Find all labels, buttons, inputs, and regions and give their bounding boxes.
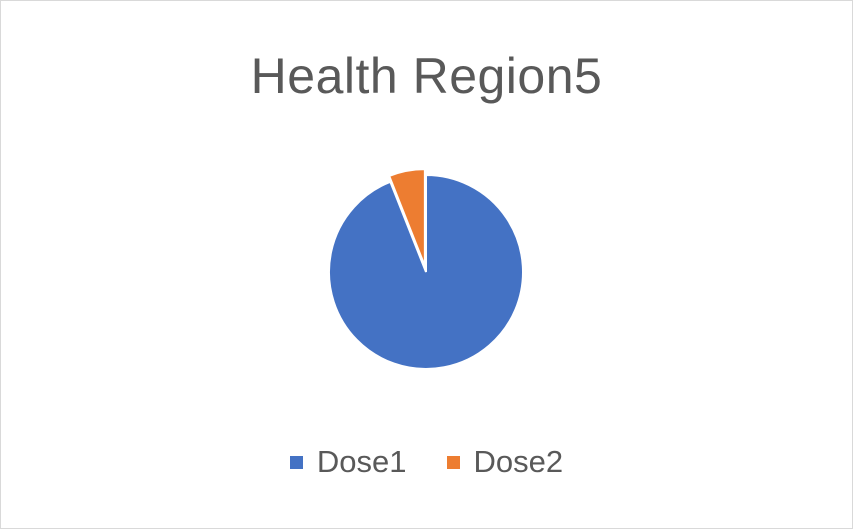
legend-swatch-dose2 bbox=[446, 455, 460, 469]
legend-label-dose1: Dose1 bbox=[316, 444, 407, 479]
legend-label-dose2: Dose2 bbox=[473, 444, 564, 479]
chart-title: Health Region5 bbox=[250, 48, 603, 104]
legend-item-dose1: Dose1 bbox=[289, 444, 407, 480]
legend-swatch-dose1 bbox=[289, 455, 303, 469]
pie-slice-dose2 bbox=[387, 168, 426, 267]
chart-legend: Dose1 Dose2 bbox=[0, 440, 853, 484]
legend-item-dose2: Dose2 bbox=[446, 444, 564, 480]
pie-slices bbox=[328, 168, 524, 370]
pie-slice-dose1 bbox=[328, 173, 524, 370]
